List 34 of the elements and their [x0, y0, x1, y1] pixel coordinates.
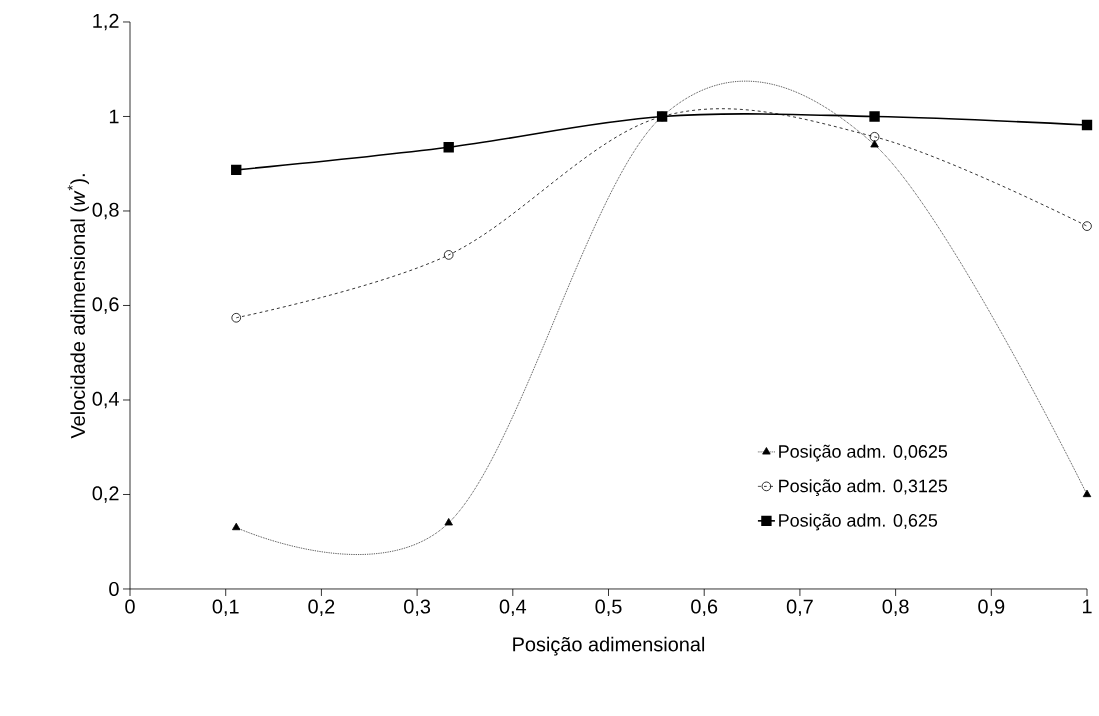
point [869, 132, 880, 142]
point [870, 140, 879, 148]
y-tick-label: 0 [109, 581, 119, 597]
point [444, 518, 453, 526]
x-tick-label: 0,4 [499, 599, 527, 616]
x-tick-label: 0,7 [786, 599, 813, 616]
point [443, 142, 454, 153]
legend-label: Posição adm. 0,3125 [779, 479, 948, 496]
y-tick-label: 0,4 [92, 391, 119, 409]
y-tick-label: 1,2 [93, 13, 119, 31]
x-tick-label: 0,9 [978, 599, 1005, 616]
x-tick-label: 0,5 [595, 599, 622, 616]
point [1081, 119, 1093, 131]
y-tick-label: 0,8 [92, 202, 119, 220]
x-tick-label: 0 [125, 599, 135, 614]
y-tick-label: 1 [109, 109, 119, 124]
legend-label: Posição adm. 0,0625 [779, 444, 948, 462]
y-tick-label: 0,6 [92, 297, 119, 314]
point [231, 164, 242, 176]
x-tick-label: 0,6 [691, 599, 718, 616]
legend-label: Posição adm. 0,625 [779, 513, 938, 531]
x-tick-label: 1 [1082, 599, 1092, 614]
x-tick-label: 0,1 [212, 599, 239, 616]
y-tick-label: 0,2 [92, 486, 119, 503]
point [232, 522, 241, 531]
y-axis-title: Velocidade adimensional (w$^{*}$). [67, 174, 89, 439]
point [1082, 221, 1092, 231]
x-tick-label: 0,3 [404, 599, 431, 616]
point [869, 111, 880, 122]
point [231, 312, 242, 323]
x-tick-label: 0,2 [308, 599, 335, 616]
point [443, 250, 454, 260]
x-axis-title: Posição adimensional [513, 636, 705, 656]
x-tick-label: 0,8 [882, 599, 909, 616]
